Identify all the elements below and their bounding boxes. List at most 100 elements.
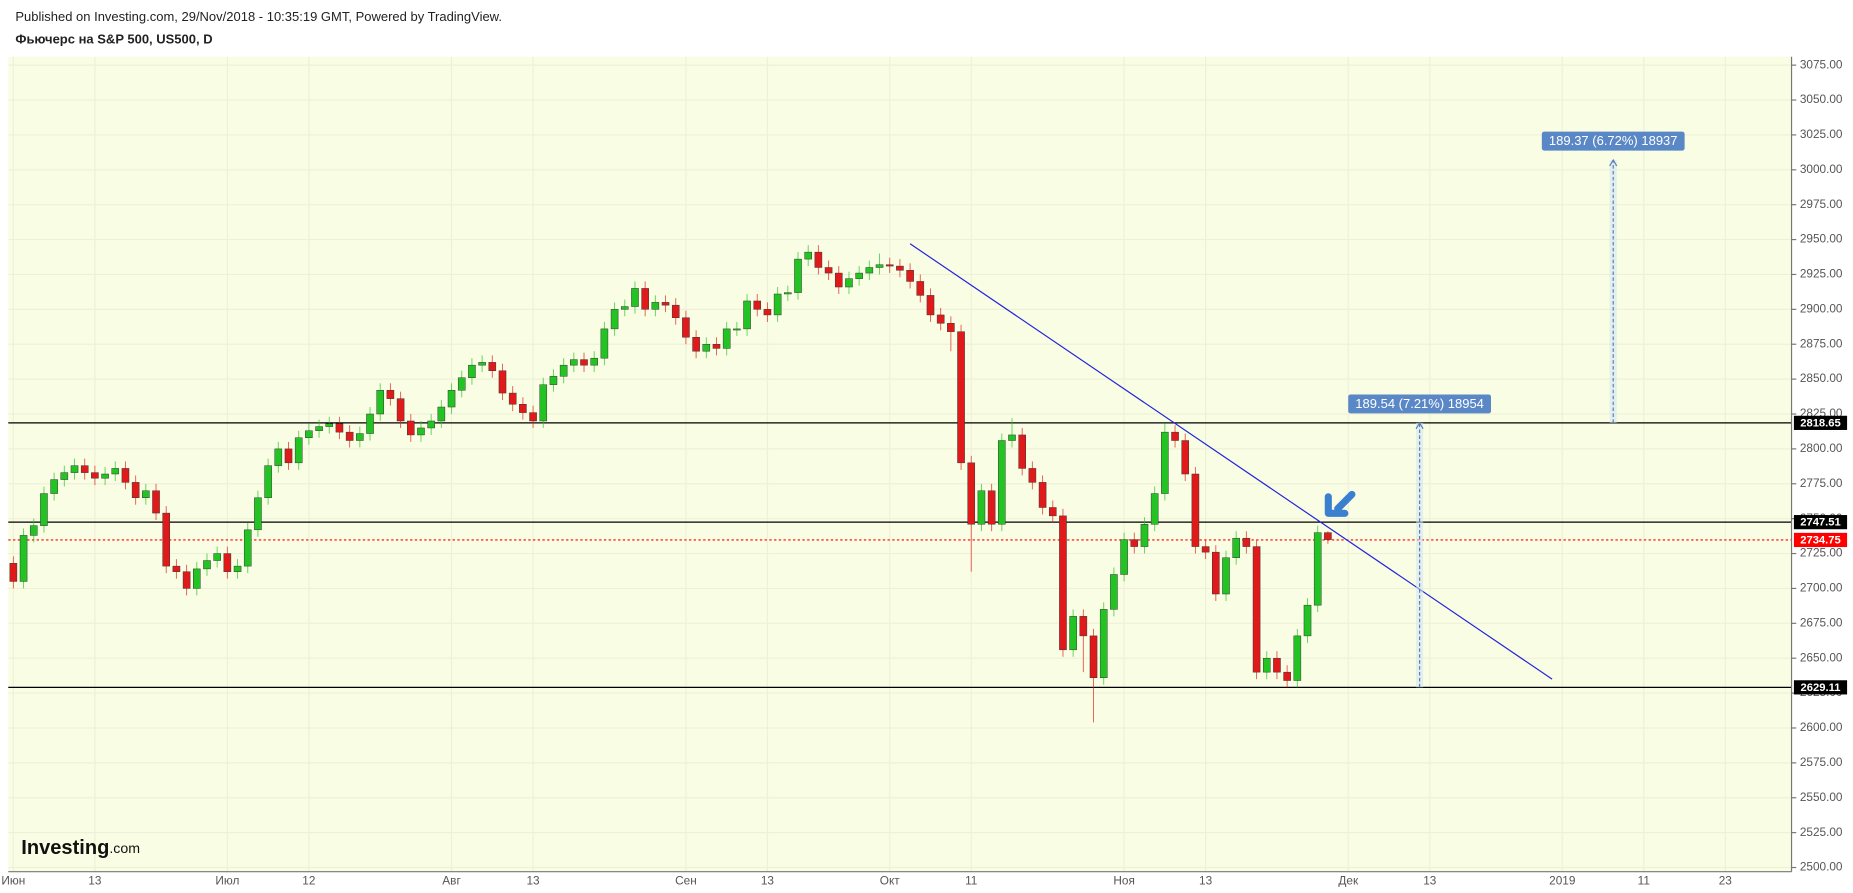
measure-label-box	[1541, 131, 1685, 151]
y-tick-label: 2800.00	[1800, 441, 1843, 455]
candle-body	[753, 300, 762, 310]
x-tick-label: Сен	[675, 873, 697, 887]
y-tick-label: 2950.00	[1800, 232, 1843, 246]
candle-body	[824, 267, 833, 274]
x-tick-label: 23	[1719, 873, 1733, 887]
plot-background	[8, 56, 1792, 872]
candle-body	[335, 423, 344, 433]
candle-body	[529, 412, 537, 422]
candle-body	[284, 448, 293, 464]
x-tick-label: 13	[1199, 873, 1213, 887]
candle-body	[305, 430, 313, 438]
candle-body	[733, 328, 741, 331]
candle-body	[600, 328, 609, 359]
candle-body	[254, 497, 262, 531]
candle-body	[1059, 515, 1067, 651]
candle-body	[345, 431, 354, 441]
candle-body	[1283, 671, 1291, 681]
price-tag	[1793, 515, 1848, 530]
y-tick-label: 2525.00	[1800, 825, 1843, 839]
y-tick-label: 2850.00	[1800, 371, 1843, 385]
candle-body	[1069, 616, 1077, 651]
candle-body	[651, 302, 660, 310]
pointer-arrow	[1324, 490, 1356, 517]
candle-body	[1018, 434, 1026, 469]
candle-body	[957, 331, 965, 464]
candle-body	[1099, 609, 1108, 678]
logo-name: Investing	[21, 838, 109, 860]
x-tick-label: 13	[761, 873, 775, 887]
candle-body	[223, 553, 232, 572]
x-tick-label: Дек	[1338, 873, 1359, 887]
candle-body	[1293, 635, 1302, 681]
candle-body	[539, 384, 548, 422]
candle-body	[559, 364, 568, 377]
candle-body	[498, 370, 507, 394]
candle-body	[182, 571, 191, 589]
candle-body	[294, 437, 303, 464]
trend-line	[909, 243, 1553, 680]
candle-body	[213, 553, 221, 561]
candle-body	[386, 390, 395, 399]
x-tick-label: Окт	[880, 873, 900, 887]
candle-body	[1262, 657, 1271, 673]
measure-arrowhead	[1609, 158, 1618, 167]
candle-body	[620, 306, 629, 310]
y-tick-label: 2925.00	[1800, 267, 1843, 281]
candle-body	[121, 468, 130, 483]
candle-body	[967, 462, 976, 525]
candle-body	[274, 448, 283, 466]
y-tick-label: 2700.00	[1800, 581, 1843, 595]
candle-body	[590, 357, 598, 366]
candle-body	[152, 490, 160, 514]
candle-body	[702, 343, 711, 352]
candle-body	[1140, 524, 1149, 547]
candle-body	[743, 300, 751, 330]
price-tag-label: 2818.65	[1800, 417, 1841, 429]
candle-body	[570, 359, 578, 366]
candle-body	[631, 288, 639, 307]
candle-body	[142, 490, 150, 498]
candle-body	[9, 563, 18, 582]
candle-body	[457, 377, 466, 391]
candle-body	[172, 565, 181, 572]
candle-body	[1273, 657, 1281, 673]
measure-label-box	[1348, 394, 1491, 414]
candle-body	[845, 278, 853, 288]
candle-body	[131, 482, 140, 498]
candle-body	[1079, 616, 1088, 637]
candle-body	[50, 479, 58, 494]
candle-body	[763, 309, 772, 316]
candle-body	[488, 362, 497, 371]
measure-arrowhead	[1415, 421, 1424, 430]
chart-layer: 2500.002525.002550.002575.002600.002625.…	[1, 56, 1848, 887]
candle-body	[875, 264, 884, 268]
measure-label: 189.54 (7.21%) 18954	[1355, 396, 1484, 411]
candle-body	[29, 525, 38, 536]
candle-body	[203, 560, 211, 570]
candle-body	[366, 413, 374, 434]
candle-body	[1232, 537, 1240, 558]
candle-body	[40, 493, 48, 526]
candle-body	[692, 337, 700, 352]
candle-body	[1303, 604, 1312, 637]
candle-body	[1324, 532, 1332, 540]
candle-body	[712, 343, 721, 349]
candle-body	[1120, 539, 1128, 575]
candle-body	[834, 272, 843, 288]
candle-body	[376, 390, 384, 415]
x-tick-label: 2019	[1549, 873, 1576, 887]
candle-body	[437, 406, 446, 422]
candle-body	[1110, 574, 1118, 610]
candle-body	[1222, 557, 1230, 595]
candle-body	[427, 420, 435, 429]
price-tag	[1793, 415, 1848, 430]
y-tick-label: 2875.00	[1800, 336, 1843, 350]
candle-body	[580, 359, 588, 366]
candle-body	[998, 440, 1006, 525]
candle-body	[947, 323, 955, 332]
candle-body	[1089, 635, 1098, 678]
candle-body	[407, 420, 415, 436]
candle-body	[896, 265, 904, 271]
